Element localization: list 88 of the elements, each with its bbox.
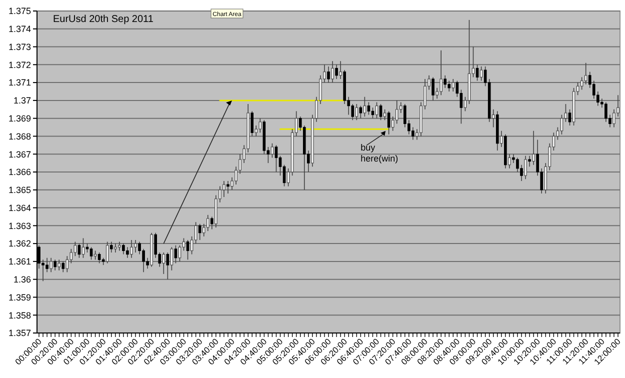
- candlestick: [480, 66, 483, 82]
- candlestick: [130, 240, 133, 258]
- y-tick-label: 1.371: [8, 78, 31, 88]
- candlestick: [170, 246, 174, 271]
- candlestick: [387, 110, 390, 135]
- y-tick-label: 1.375: [8, 6, 31, 16]
- candlestick: [134, 240, 137, 253]
- candlestick: [58, 259, 61, 271]
- y-tick-label: 1.361: [8, 256, 31, 267]
- candlestick: [46, 257, 48, 273]
- candlestick: [186, 240, 190, 260]
- candlestick: [335, 64, 338, 80]
- candlestick: [98, 252, 101, 264]
- y-tick-label: 1.372: [8, 60, 31, 70]
- chart-title: EurUsd 20th Sep 2011: [53, 14, 154, 25]
- y-tick-label: 1.373: [8, 42, 31, 52]
- candlestick: [412, 126, 414, 140]
- candlestick: [50, 257, 52, 273]
- candlestick: [444, 75, 447, 88]
- candlestick: [78, 243, 81, 258]
- candlestick: [367, 102, 370, 116]
- candlestick: [198, 223, 202, 240]
- annotation: buy here(win): [360, 142, 398, 164]
- candlestick: [403, 104, 406, 128]
- candlestick: [500, 130, 503, 148]
- y-tick-label: 1.359: [8, 292, 31, 302]
- candlestick: [508, 154, 511, 169]
- candlestick: [250, 110, 254, 137]
- candlestick: [226, 180, 230, 194]
- candlestick: [327, 66, 330, 83]
- y-tick-label: 1.368: [8, 131, 31, 142]
- candlestick: [270, 142, 274, 158]
- y-tick-label: 1.367: [8, 149, 31, 160]
- candlestick: [62, 261, 65, 273]
- candlestick: [331, 60, 334, 83]
- y-tick-label: 1.363: [8, 220, 31, 231]
- candlestick: [432, 76, 434, 101]
- y-tick-label: 1.36: [13, 274, 31, 284]
- candlestick: [395, 100, 398, 124]
- candlestick: [90, 246, 93, 260]
- y-tick-label: 1.366: [8, 167, 31, 178]
- y-tick-label: 1.374: [8, 24, 31, 34]
- candlestick: [274, 144, 278, 172]
- candlestick: [584, 62, 588, 85]
- candlestick: [568, 108, 572, 126]
- candlestick: [122, 243, 125, 255]
- candlestick: [126, 246, 129, 258]
- candlestick: [492, 108, 495, 128]
- candlestick: [383, 108, 386, 121]
- candlestick: [174, 244, 178, 264]
- candlestick: [363, 96, 366, 117]
- candlestick: [114, 243, 117, 253]
- candlestick: [612, 108, 616, 128]
- candlestick: [162, 252, 166, 274]
- candlestick: [210, 216, 214, 230]
- y-tick-label: 1.358: [8, 310, 31, 320]
- y-tick-label: 1.37: [13, 96, 31, 106]
- candlestick: [375, 102, 378, 119]
- candlestick: [604, 102, 608, 122]
- y-tick-label: 1.369: [8, 113, 31, 124]
- candlestick: [532, 130, 535, 166]
- candlestick: [528, 156, 531, 168]
- candlestick: [379, 104, 382, 121]
- candlestick: [351, 104, 354, 121]
- candlestick: [355, 104, 358, 121]
- candlestick: [54, 259, 56, 271]
- candlestick: [258, 118, 262, 134]
- candlestick: [110, 241, 113, 253]
- candlestick: [448, 80, 451, 92]
- y-tick-label: 1.362: [8, 238, 31, 249]
- candlestick: [74, 241, 77, 256]
- candlestick: [339, 60, 342, 80]
- candlestick: [580, 76, 584, 90]
- candlestick: [476, 64, 479, 82]
- candlestick: [452, 78, 455, 92]
- candlestick: [106, 241, 109, 264]
- candlestick: [516, 157, 519, 172]
- candlestick: [440, 50, 442, 96]
- candlestick: [206, 214, 210, 232]
- y-tick-label: 1.357: [8, 328, 31, 338]
- candlestick: [222, 180, 226, 198]
- candlestick: [524, 156, 527, 180]
- candlestick: [254, 125, 258, 137]
- y-tick-label: 1.364: [8, 202, 31, 213]
- y-tick-label: 1.365: [8, 185, 31, 196]
- candlestick: [66, 256, 69, 273]
- candlestick: [359, 105, 362, 119]
- candlestick: [166, 252, 170, 280]
